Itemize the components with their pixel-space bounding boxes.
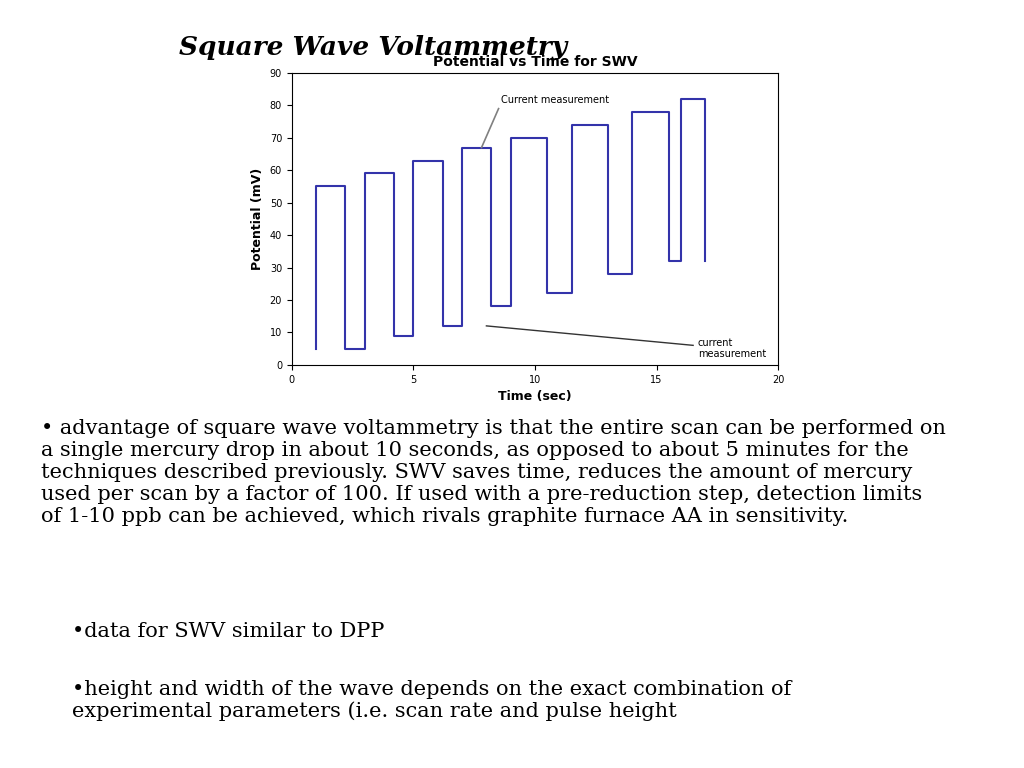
Text: •height and width of the wave depends on the exact combination of
experimental p: •height and width of the wave depends on… (72, 680, 791, 721)
Y-axis label: Potential (mV): Potential (mV) (251, 167, 264, 270)
X-axis label: Time (sec): Time (sec) (499, 390, 571, 403)
Text: current
measurement: current measurement (698, 338, 766, 359)
Text: Square Wave Voltammetry: Square Wave Voltammetry (179, 35, 567, 60)
Text: • advantage of square wave voltammetry is that the entire scan can be performed : • advantage of square wave voltammetry i… (41, 419, 946, 525)
Text: Current measurement: Current measurement (501, 95, 609, 105)
Title: Potential vs Time for SWV: Potential vs Time for SWV (433, 55, 637, 69)
Text: •data for SWV similar to DPP: •data for SWV similar to DPP (72, 622, 384, 641)
